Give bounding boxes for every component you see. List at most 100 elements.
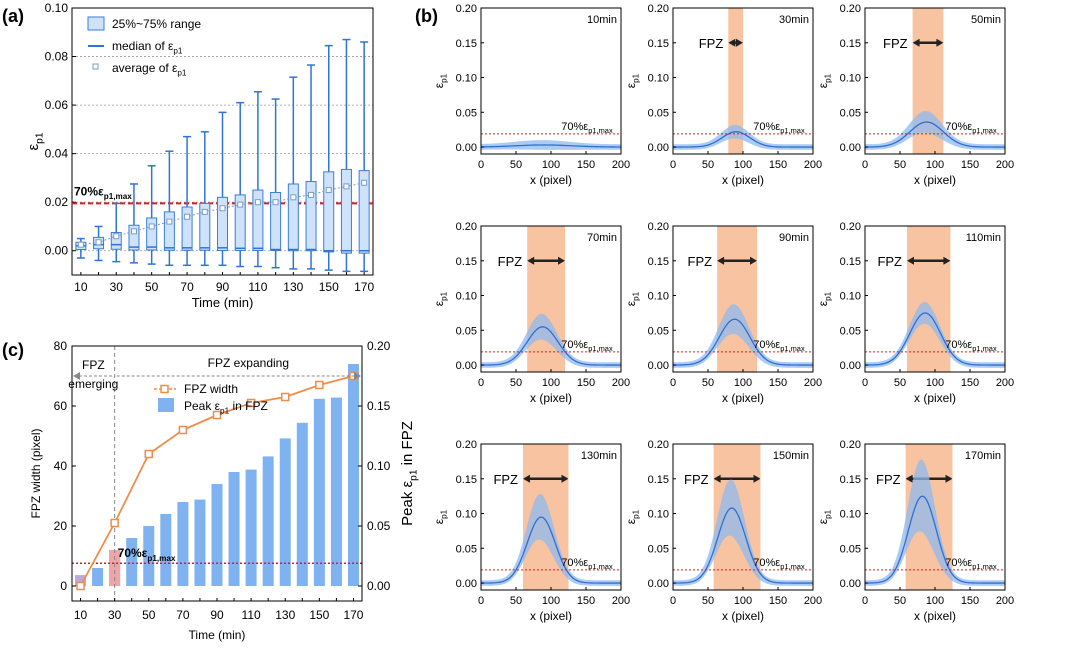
x-tick-label: 150 <box>769 595 787 607</box>
x-tick-label: 200 <box>804 377 822 389</box>
y-tick-label: 0.00 <box>648 360 669 372</box>
fpz-width-marker <box>315 380 324 390</box>
legend-label-range: 25%~75% range <box>112 17 201 31</box>
y-left-tick-label: 20 <box>54 519 68 533</box>
x-tick-label: 170 <box>343 608 363 622</box>
mean-marker <box>95 239 102 246</box>
fpz-label: FPZ <box>876 472 901 487</box>
panel-label-a: (a) <box>2 6 24 26</box>
x-tick-label: 200 <box>612 595 630 607</box>
y-axis-title: εp1 <box>816 291 833 306</box>
threshold-label: 70%εp1,max <box>74 184 132 201</box>
panel-a: 0.00 0.02 0.04 0.06 0.08 0.10 10 30 50 70 90 110 130… <box>25 1 374 310</box>
threshold-label: 70%εp1,max <box>753 557 805 571</box>
x-tick-label: 150 <box>769 377 787 389</box>
threshold-label: 70%εp1,max <box>945 121 997 135</box>
y-left-tick-label: 0 <box>60 579 67 593</box>
peak-strain-bar <box>296 422 308 586</box>
strain-curve <box>864 121 1006 148</box>
y-tick-label: 0.05 <box>840 543 861 555</box>
fpz-arrowhead-left <box>912 38 920 47</box>
phase-label-fpz: FPZ <box>82 358 105 372</box>
x-axis-title: x (pixel) <box>530 391 572 405</box>
panel-c: 70%εp1,max FPZ emerging FPZ expanding 0 20 40 6… <box>29 339 420 642</box>
y-axis-title: εp1 <box>816 73 833 88</box>
threshold-label: 70%εp1,max <box>945 339 997 353</box>
fpz-arrowhead-right <box>945 474 953 483</box>
iqr-box <box>163 211 175 251</box>
time-label: 90min <box>779 232 809 244</box>
y-right-tick-label: 0.20 <box>367 339 391 353</box>
x-tick-label: 150 <box>319 280 339 294</box>
y-tick-label: 0.05 <box>456 107 477 119</box>
fpz-arrowhead-left <box>728 38 736 47</box>
x-tick-label: 10 <box>74 608 88 622</box>
peak-strain-bar <box>245 469 257 586</box>
x-axis-title: Time (min) <box>189 628 246 642</box>
x-tick-label: 200 <box>996 595 1014 607</box>
x-tick-label: 200 <box>996 159 1014 171</box>
x-tick-label: 100 <box>926 377 944 389</box>
y-tick-label: 0.10 <box>840 291 861 303</box>
y-right-axis-title: Peak εp1 in FPZ <box>399 421 420 526</box>
mean-marker <box>130 228 137 235</box>
y-tick-label: 0.10 <box>648 291 669 303</box>
mean-marker <box>254 199 261 206</box>
strain-curve <box>672 318 814 366</box>
x-tick-label: 50 <box>142 608 156 622</box>
y-axis-title: εp1 <box>432 509 449 524</box>
fpz-width-marker <box>212 410 222 420</box>
fpz-arrowhead-right <box>561 474 569 483</box>
x-axis-title: x (pixel) <box>722 173 764 187</box>
emerging-bar-30 <box>109 550 121 586</box>
x-tick-label: 200 <box>996 377 1014 389</box>
subplot-70min: FPZ 70%εp1,max 0.00 0.05 0.10 0.15 0.20 0 50 100 1… <box>432 221 630 405</box>
x-tick-label: 150 <box>577 377 595 389</box>
iqr-box <box>146 217 158 251</box>
y-tick-label: 0.00 <box>648 578 669 590</box>
mean-marker <box>201 208 208 215</box>
mean-line <box>80 182 365 246</box>
x-tick-label: 0 <box>862 377 868 389</box>
iqr-box <box>234 194 246 251</box>
strain-envelope <box>673 124 813 150</box>
y-tick-label: 0.10 <box>840 73 861 85</box>
y-tick-label: 0.05 <box>456 325 477 337</box>
iqr-box <box>358 170 370 254</box>
iqr-box <box>287 183 299 252</box>
x-tick-label: 100 <box>734 377 752 389</box>
fpz-width-marker <box>280 392 290 402</box>
phase-arrowhead <box>354 372 361 380</box>
mean-marker <box>113 233 120 240</box>
time-label: 150min <box>773 450 809 462</box>
fpz-width-marker <box>246 398 256 408</box>
iqr-box <box>252 189 264 251</box>
x-tick-label: 110 <box>242 608 261 622</box>
peak-strain-bar <box>313 398 325 586</box>
iqr-box <box>128 224 140 251</box>
subplot-50min: FPZ 70%εp1,max 0.00 0.05 0.10 0.15 0.20 0 50 100 1… <box>816 3 1014 187</box>
y-tick-label: 0.20 <box>648 3 669 15</box>
legend-swatch-range <box>87 16 105 31</box>
x-tick-label: 70 <box>180 280 194 294</box>
x-tick-label: 150 <box>961 595 979 607</box>
x-tick-label: 0 <box>670 159 676 171</box>
y-left-axis-title: FPZ width (pixel) <box>29 428 43 518</box>
y-axis-title: εp1 <box>816 509 833 524</box>
legend-marker-fpz-width <box>160 384 169 394</box>
fpz-arrowhead-right <box>736 38 743 47</box>
x-tick-label: 170 <box>354 280 374 294</box>
y-axis-title: εp1 <box>432 291 449 306</box>
y-tick-label: 0.15 <box>840 256 861 268</box>
y-tick-label: 0.05 <box>840 107 861 119</box>
threshold-label: 70%εp1,max <box>561 121 613 135</box>
peak-strain-bar <box>211 484 223 586</box>
subplot-150min: FPZ 70%εp1,max 0.00 0.05 0.10 0.15 0.20 0 50 100 1… <box>624 439 822 623</box>
x-tick-label: 100 <box>926 159 944 171</box>
iqr-box <box>110 232 122 250</box>
x-tick-label: 100 <box>734 595 752 607</box>
y-left-tick-label: 80 <box>54 339 68 353</box>
fpz-arrowhead-left <box>907 256 914 265</box>
y-tick-label: 0.20 <box>456 221 477 233</box>
iqr-box <box>323 171 335 253</box>
